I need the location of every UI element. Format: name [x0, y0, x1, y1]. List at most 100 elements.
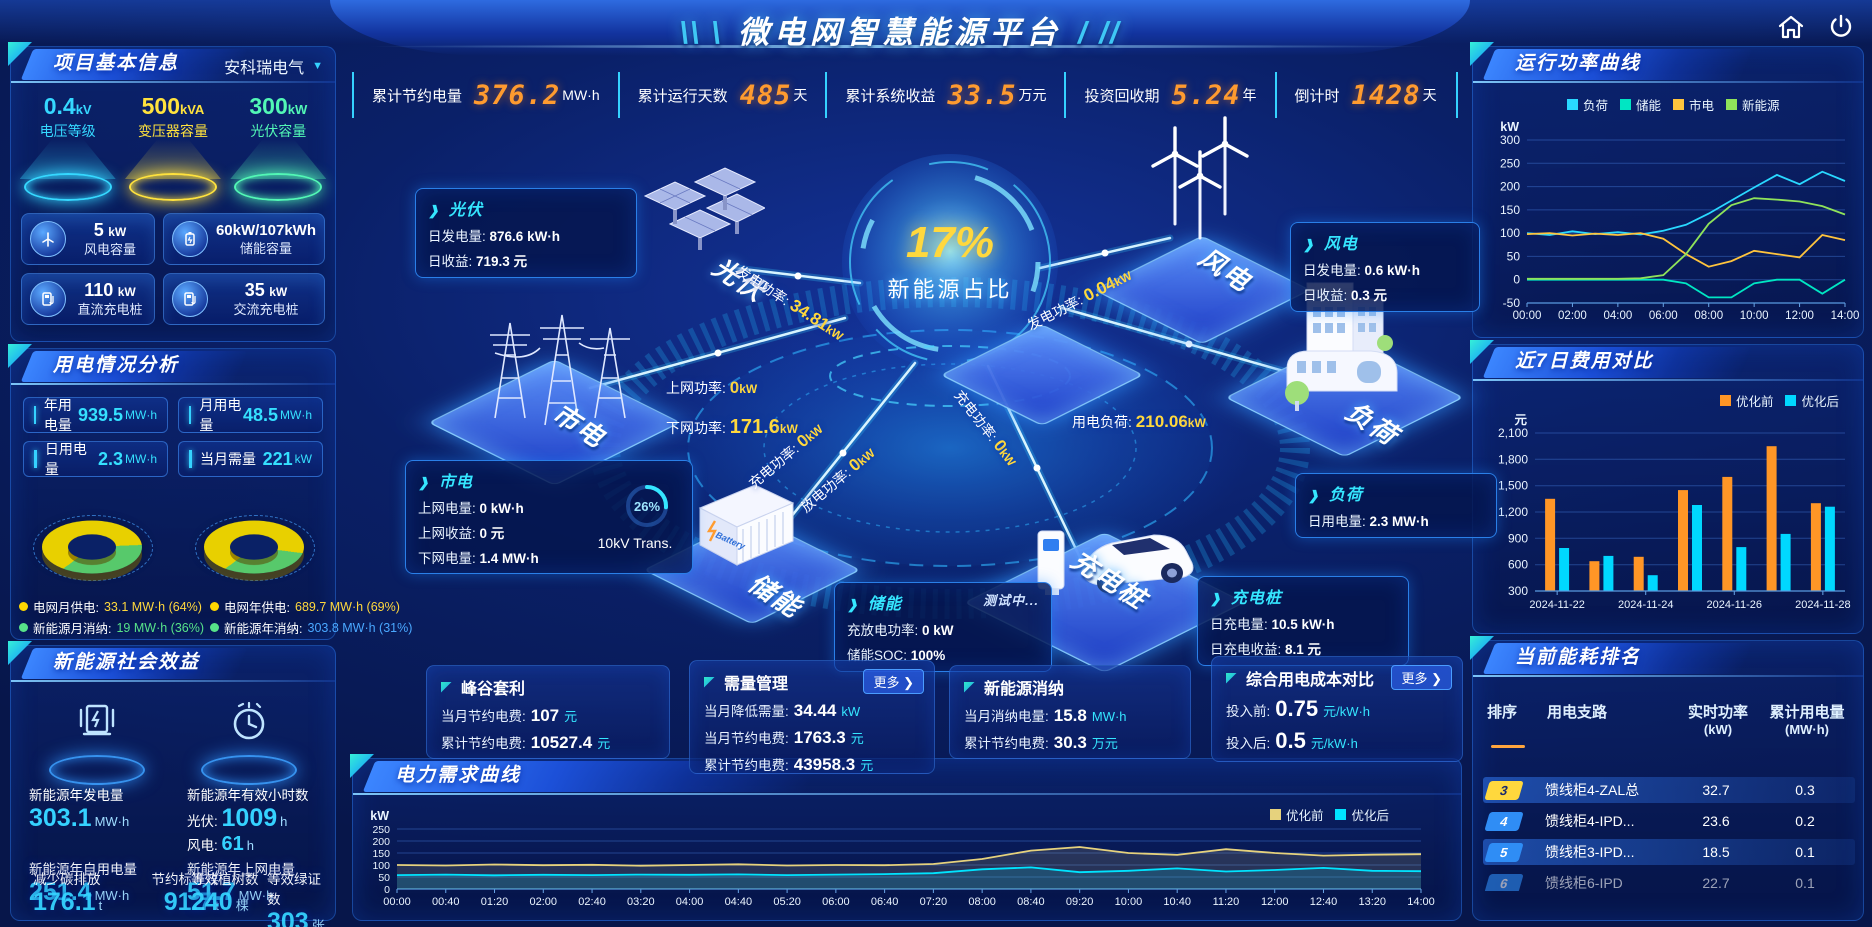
svg-text:900: 900	[1508, 531, 1528, 545]
more-chevron-icon: ❯	[903, 675, 914, 690]
panel-title: 运行功率曲线	[1515, 53, 1642, 74]
svg-text:04:00: 04:00	[676, 896, 704, 908]
svg-text:1,500: 1,500	[1498, 479, 1528, 493]
legend-grid-year: 电网年供电: 689.7 MW·h (69%)	[210, 597, 412, 616]
storage-info-box: ❱ 储能 测试中... 充放电功率: 0 kW 储能SOC: 100%	[834, 582, 1052, 672]
svg-text:02:00: 02:00	[1558, 310, 1587, 322]
svg-text:14:00: 14:00	[1831, 310, 1860, 322]
rank-badge: 6	[1484, 873, 1524, 891]
svg-text:600: 600	[1508, 558, 1528, 572]
more-button[interactable]: 更多 ❯	[1391, 665, 1452, 690]
svg-text:0: 0	[1513, 273, 1520, 287]
company-select[interactable]: 安科瑞电气 ▼	[224, 60, 323, 77]
page-title: \\ \ 微电网智慧能源平台 / //	[330, 7, 1470, 52]
svg-text:2,100: 2,100	[1498, 426, 1528, 440]
col-power: 实时功率 (kW)	[1687, 704, 1748, 737]
table-row[interactable]: 5 馈线柜3-IPD... 18.5 0.1	[1483, 839, 1855, 865]
title-deco-left: \\ \	[679, 15, 722, 50]
power-chart-legend[interactable]: 负荷 储能 市电 新能源	[1567, 95, 1792, 115]
panel-corner-icon	[964, 681, 975, 693]
svg-text:50: 50	[378, 872, 390, 884]
svg-text:10:00: 10:00	[1740, 310, 1769, 322]
col-rank[interactable]: 排序	[1487, 704, 1518, 721]
home-icon[interactable]	[1776, 12, 1806, 47]
svg-text:150: 150	[1500, 203, 1520, 217]
rank-badge: 4	[1484, 811, 1524, 831]
col-branch: 用电支路	[1547, 704, 1608, 721]
svg-text:12:00: 12:00	[1785, 310, 1814, 322]
panel-7day-cost: 近7日费用对比 优化前 优化后 元 2,100 1,800 1,500 1,200 900 6…	[1470, 340, 1864, 634]
svg-text:0: 0	[384, 884, 390, 896]
card-dc-charger: 110 kW 直流充电桩	[21, 273, 155, 325]
svg-text:00:00: 00:00	[383, 896, 411, 908]
panel-title: 电力需求曲线	[395, 765, 522, 786]
svg-text:150: 150	[372, 848, 390, 860]
hours-icon	[223, 701, 275, 752]
benefit-generation: 新能源年发电量 303.1 MW·h	[29, 788, 130, 832]
arrow-icon: ❱	[1303, 237, 1315, 252]
svg-text:200: 200	[372, 836, 390, 848]
sort-indicator	[1491, 745, 1525, 748]
panel-demand-mgmt: 需量管理 更多 ❯ 当月降低需量: 34.44 kW 当月节约电费: 1763.3 元 …	[689, 660, 935, 774]
arrow-icon: ❱	[428, 203, 440, 218]
generation-icon	[71, 704, 123, 752]
svg-text:2024-11-26: 2024-11-26	[1707, 599, 1762, 611]
cost-compare-chart: 元2,100 1,800 1,500 1,200 900 600 3002024-11-22…	[1498, 413, 1851, 611]
svg-text:13:20: 13:20	[1358, 896, 1386, 908]
panel-corner-icon	[704, 676, 715, 688]
power-icon[interactable]	[1826, 12, 1856, 47]
panel-renewable-consume: 新能源消纳 当月消纳电量: 15.8 MW·h 累计节约电费: 30.3 万元	[949, 665, 1191, 759]
legend-grid-month: 电网月供电: 33.1 MW·h (64%)	[19, 597, 204, 616]
panel-demand-curve: 电力需求曲线 优化前 优化后 kW 250 200 150 100 50 0 00:00 00:4…	[350, 754, 1462, 921]
panel-title: 项目基本信息	[53, 53, 180, 74]
table-row[interactable]: 3 馈线柜4-ZAL总 32.7 0.3	[1483, 777, 1855, 803]
legend-renewable-month: 新能源月消纳: 19 MW·h (36%)	[19, 618, 204, 637]
demand-chart-legend[interactable]: 优化前 优化后	[1269, 805, 1401, 825]
benefit-carbon: 减少碳排放 176.1 t	[33, 872, 103, 916]
panel-corner-icon	[441, 681, 452, 693]
svg-text:250: 250	[1500, 156, 1520, 170]
svg-text:14:00: 14:00	[1407, 896, 1435, 908]
wind-info-box: ❱ 风电 日发电量: 0.6 kW·h 日收益: 0.3 元	[1290, 222, 1480, 312]
svg-text:300: 300	[1500, 133, 1520, 147]
rank-badge: 5	[1484, 842, 1524, 862]
gauge-label: 10kV Trans.	[597, 535, 673, 551]
svg-text:300: 300	[1508, 584, 1528, 598]
more-button[interactable]: 更多 ❯	[863, 669, 924, 694]
arrow-icon: ❱	[847, 597, 859, 612]
battery-icon	[171, 221, 208, 257]
arrow-icon: ❱	[1210, 591, 1222, 606]
svg-text:05:20: 05:20	[773, 896, 801, 908]
svg-text:10:40: 10:40	[1163, 896, 1191, 908]
hours-pedestal	[189, 696, 309, 785]
renewable-share-label: 新能源占比	[887, 277, 1013, 302]
arrow-icon: ❱	[1308, 488, 1320, 503]
usage-day: 日用电量 2.3 MW·h	[23, 441, 168, 477]
table-row[interactable]: 4 馈线柜4-IPD... 23.6 0.2	[1483, 808, 1855, 834]
panel-power-curve: 运行功率曲线 负荷 储能 市电 新能源 kW 300 250 200 150 100 50 0 -50…	[1470, 42, 1864, 338]
benefit-hours: 新能源年有效小时数 光伏: 1009 h 风电: 61 h	[187, 788, 309, 855]
spotlight-voltage: 0.4kV 电压等级	[16, 93, 120, 201]
table-row[interactable]: 6 馈线柜6-IPD 22.7 0.1	[1483, 870, 1855, 891]
svg-text:2024-11-28: 2024-11-28	[1795, 599, 1850, 611]
svg-text:01:20: 01:20	[481, 896, 509, 908]
svg-text:kW: kW	[370, 809, 389, 823]
renewable-share-value: 17%	[905, 218, 995, 267]
svg-text:100: 100	[1500, 226, 1520, 240]
cost-chart-legend[interactable]: 优化前 优化后	[1719, 391, 1851, 411]
draw-flow: 下网功率: 171.6kW	[666, 416, 798, 438]
usage-demand: 当月需量 221 kW	[178, 441, 323, 477]
svg-text:10:00: 10:00	[1115, 896, 1143, 908]
charger-info-box: ❱ 充电桩 日充电量: 10.5 kW·h 日充电收益: 8.1 元	[1197, 576, 1409, 666]
panel-title: 近7日费用对比	[1515, 351, 1654, 372]
panel-corner-icon	[1226, 672, 1237, 684]
panel-title: 新能源社会效益	[53, 652, 201, 673]
svg-text:00:40: 00:40	[432, 896, 460, 908]
svg-text:2024-11-22: 2024-11-22	[1529, 599, 1584, 611]
kpi-run-days: 累计运行天数 485 天	[617, 72, 826, 118]
spotlight-pv: 300kW 光伏容量	[226, 93, 330, 201]
col-energy: 累计用电量 (MW·h)	[1769, 704, 1845, 737]
panel-energy-ranking: 当前能耗排名 排序 用电支路 实时功率 (kW) 累计用电量 (MW·h) 3 馈线…	[1470, 636, 1864, 921]
